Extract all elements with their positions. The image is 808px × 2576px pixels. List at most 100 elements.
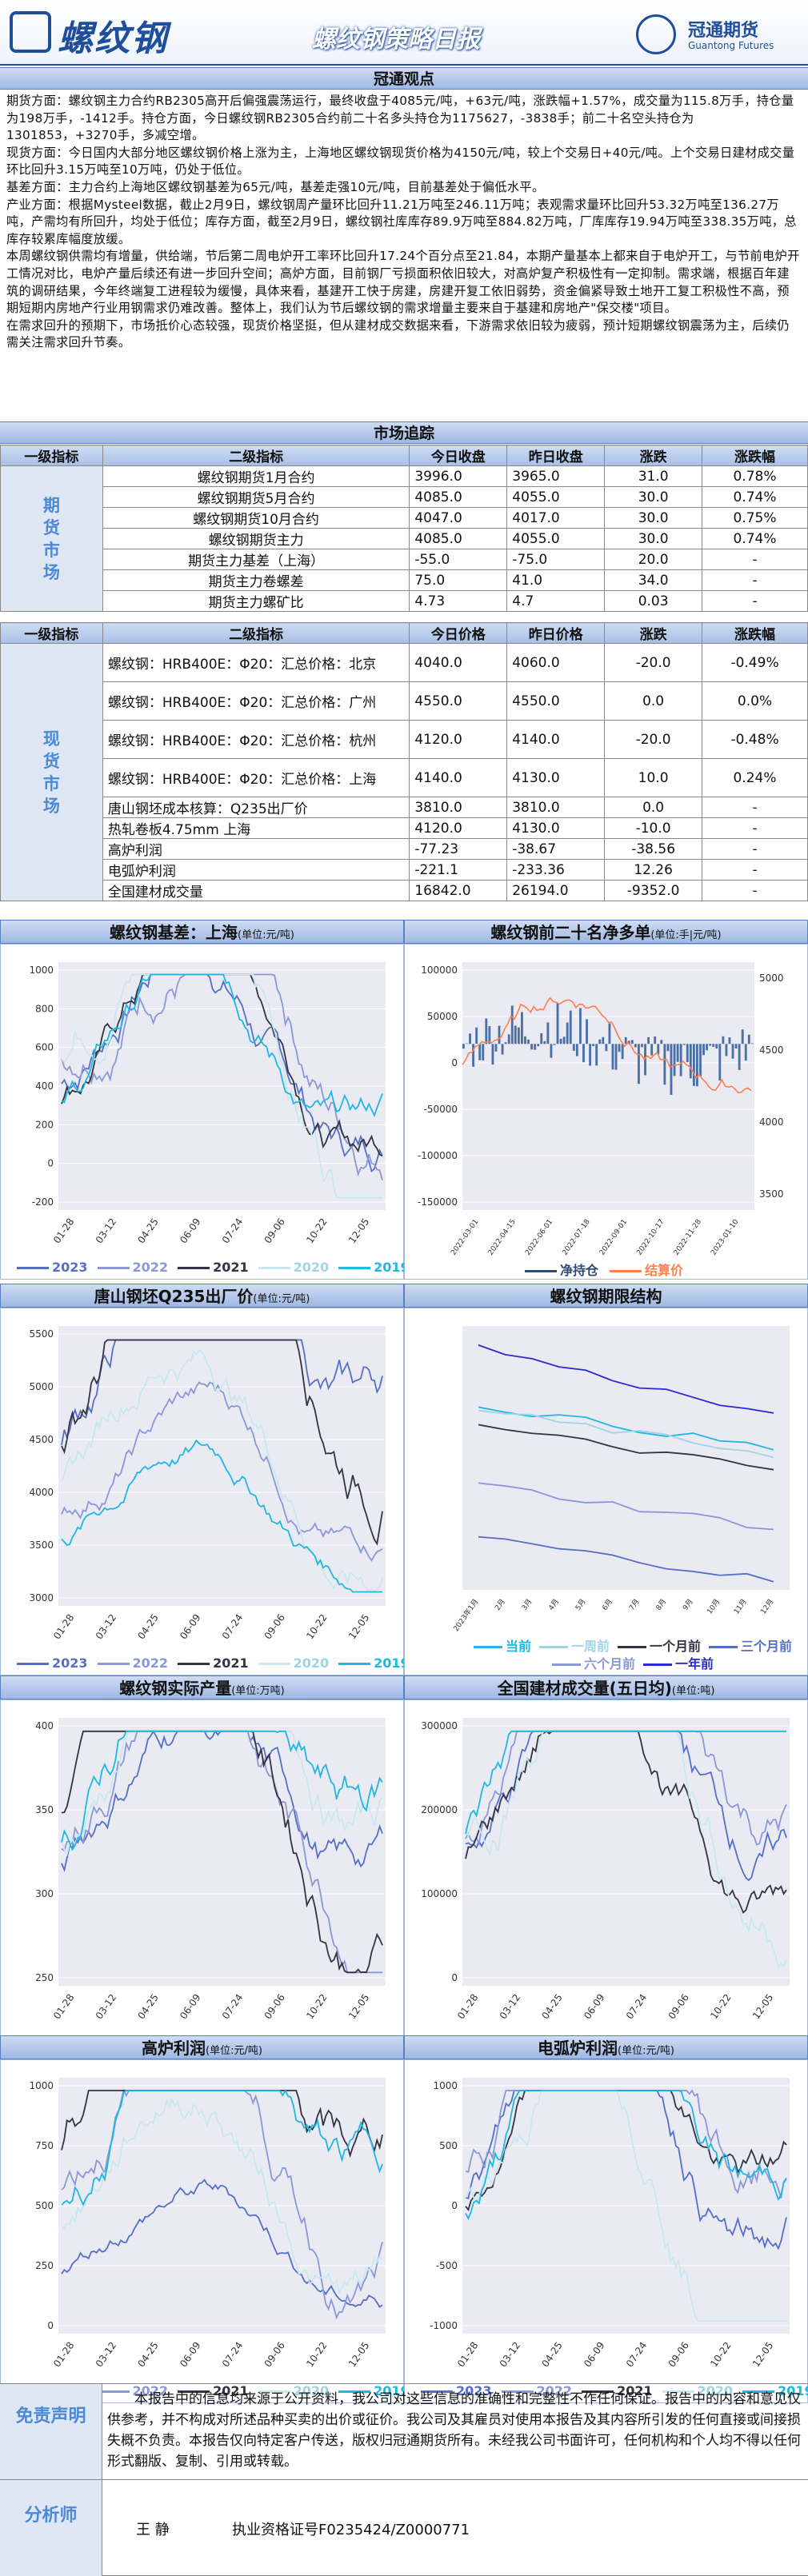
net-x-tick: 2022-09-01 (598, 1218, 629, 1257)
net-bar (494, 1044, 498, 1052)
futures-cell: 螺纹钢期货主力 (102, 528, 410, 549)
net-bar (514, 1025, 517, 1044)
net-bar (650, 1044, 654, 1056)
spot-cell: 4550.0 (409, 681, 508, 721)
output-y-tick: 400 (35, 1720, 54, 1731)
net-bar (579, 1008, 582, 1044)
volume-plot-bg (462, 1718, 790, 1986)
output-y-tick: 300 (35, 1888, 54, 1899)
net-legend-swatch (525, 1270, 557, 1272)
eaf-x-tick: 03-12 (498, 2340, 522, 2370)
q235-legend-swatch (97, 1663, 130, 1665)
output-plot-bg (58, 1718, 386, 1986)
net-bar (630, 1040, 634, 1044)
spot-cell: - (702, 838, 808, 860)
analyst-block: 分析师 王 静 执业资格证号F0235424/Z0000771 (0, 2479, 808, 2576)
term-title-text: 螺纹钢期限结构 (550, 1287, 662, 1306)
futures-cell: 期货主力基差（上海） (102, 549, 410, 570)
basis-svg: 1000 800 600 400 200 0 -200 01-28 03-12 04-25 06-0… (29, 962, 386, 1246)
net-bar (540, 1033, 543, 1044)
eaf-x-tick: 09-06 (666, 2340, 691, 2370)
net-bar (670, 1044, 673, 1095)
spot-cell: 4060.0 (506, 643, 606, 682)
net-bar (744, 1044, 747, 1061)
futures-cell: 螺纹钢期货10月合约 (102, 507, 410, 529)
net-bar (582, 1044, 585, 1063)
net-legend-label: 净持仓 (560, 1263, 599, 1278)
q235-y-tick: 5500 (29, 1328, 54, 1340)
q235-x-tick: 04-25 (135, 1612, 160, 1642)
q235-legend-swatch (258, 1663, 290, 1665)
term-x-tick: 10月 (706, 1597, 722, 1615)
basis-legend-swatch (258, 1267, 290, 1269)
net-bar (666, 1044, 670, 1052)
net-bar (569, 1010, 572, 1044)
basis-x-tick: 12-05 (346, 1216, 371, 1246)
futures-cell: 4017.0 (506, 507, 606, 529)
net-y2-tick: 4000 (759, 1116, 784, 1128)
net-y-tick: -100000 (418, 1150, 458, 1161)
spot-row: 唐山钢坯成本核算：Q235出厂价 3810.0 3810.0 0.0- (1, 797, 808, 818)
eaf-y-tick: -500 (436, 2260, 458, 2271)
futures-cell: 期货主力卷螺差 (102, 569, 410, 591)
net-x-tick: 2022-11-28 (673, 1218, 703, 1257)
spot-cell: 4120.0 (409, 720, 508, 759)
bf-legend-swatch (338, 2390, 371, 2393)
net-bar (575, 1044, 578, 1056)
net-bar (654, 1036, 657, 1044)
q235-title-text: 唐山钢坯Q235出厂价 (94, 1287, 254, 1306)
spot-cell: - (702, 859, 808, 881)
futures-cell: - (702, 590, 808, 612)
futures-cell: 41.0 (506, 569, 606, 591)
net-bar (556, 1003, 559, 1044)
futures-cell: 30.0 (604, 486, 703, 508)
disclaimer-block: 免责声明 本报告中的信息均来源于公开资料，我公司对这些信息的准确性和完整性不作任… (0, 2383, 808, 2480)
volume-chart-panel: 300000 200000 100000 0 01-28 03-12 04-25 06-09 0… (404, 1699, 808, 2055)
term-legend-label: 三个月前 (741, 1639, 793, 1654)
bf-legend-swatch (178, 2390, 210, 2393)
logo-text: 螺纹钢 (58, 18, 168, 59)
net-bar (546, 1022, 550, 1044)
term-svg: 2023年1月 2月 3月 4月 5月 6月 7月 8月 9月 10月 11月 12月 (451, 1326, 790, 1633)
spot-cell: 0.0 (604, 797, 703, 818)
net-bar (478, 1044, 482, 1060)
q235-chart-panel: 5500 5000 4500 4000 3500 3000 01-28 03-12 04-25 0… (0, 1308, 410, 1675)
bf-y-tick: 250 (35, 2260, 54, 2271)
output-svg: 400 350 300 250 01-28 03-12 04-25 06-09 07-24 09-… (35, 1718, 386, 2021)
net-bar (712, 1044, 715, 1047)
term-legend-swatch (538, 1646, 568, 1648)
bf-y-tick: 750 (35, 2140, 54, 2151)
net-bar (641, 1044, 643, 1048)
spot-cell: 4130.0 (506, 817, 606, 839)
spot-cell: 12.26 (604, 859, 703, 881)
futures-header-cell: 今日收盘 (409, 445, 508, 466)
bf-x-tick: 03-12 (94, 2340, 118, 2370)
futures-cell: - (702, 569, 808, 591)
net-bar (747, 1034, 750, 1044)
term-legend-label: 六个月前 (583, 1656, 635, 1671)
term-line-六个月前 (478, 1482, 774, 1531)
net-x-tick: 2022-04-15 (487, 1218, 518, 1257)
futures-header-cell: 二级指标 (102, 445, 410, 466)
term-x-tick: 3月 (520, 1597, 534, 1611)
analyst-name: 王 静 (136, 2522, 170, 2538)
term-plot-bg (462, 1326, 790, 1590)
futures-cell: 4.73 (409, 590, 508, 612)
net-bar (718, 1044, 722, 1081)
basis-chart-title: 螺纹钢基差：上海(单位:元/吨) (0, 920, 404, 944)
spot-cell: 0.24% (702, 758, 808, 797)
eaf-title-text: 电弧炉利润 (538, 2039, 618, 2058)
net-bar (725, 1044, 728, 1056)
net-bar (689, 1044, 692, 1079)
bf-y-tick: 1000 (29, 2080, 54, 2091)
volume-y-tick: 0 (451, 1972, 458, 1983)
net-bar (566, 1022, 569, 1044)
spot-cell: 螺纹钢：HRB400E：Φ20：汇总价格：北京 (102, 643, 410, 682)
eaf-legend: 2023 2022 2021 2020 2019 (421, 2383, 808, 2398)
net-bar (527, 1039, 530, 1044)
q235-series-2019 (61, 1439, 382, 1593)
net-bar (644, 1044, 646, 1076)
net-bar (521, 1012, 523, 1044)
q235-legend-label: 2023 (52, 1655, 88, 1671)
spot-row: 现 货 市 场螺纹钢：HRB400E：Φ20：汇总价格：北京 4040.0 4060… (0, 643, 808, 901)
